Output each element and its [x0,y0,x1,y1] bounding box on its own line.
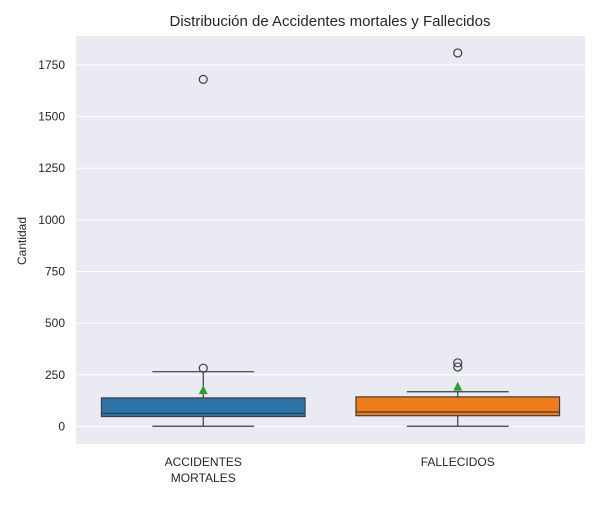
plot-area [76,36,585,444]
outlier-point [453,362,463,372]
y-tick-label: 500 [45,316,65,330]
y-tick-label: 0 [58,419,65,433]
box-body [100,397,306,418]
y-tick-label: 750 [45,265,65,279]
outlier-point [198,363,208,373]
y-tick-label: 1250 [38,161,65,175]
y-tick-label: 1750 [38,58,65,72]
outlier-point [453,48,463,58]
y-tick-label: 1000 [38,213,65,227]
chart-title: Distribución de Accidentes mortales y Fa… [170,13,491,30]
y-tick-label: 1500 [38,110,65,124]
outlier-point [453,358,463,368]
box-1 [100,74,306,427]
y-tick-labels: 0 250 500 750 1000 1250 1500 1750 [38,58,65,434]
x-tick-labels: ACCIDENTES MORTALES FALLECIDOS [165,455,495,485]
mean-marker [198,385,208,395]
y-axis-label: Cantidad [15,217,29,265]
mean-marker [453,381,463,391]
box-series [100,48,561,427]
box-2 [355,48,561,427]
outlier-point [198,74,208,84]
x-tick-label: FALLECIDOS [421,455,495,469]
x-tick-label-line2: MORTALES [171,471,236,485]
x-tick-label: ACCIDENTES [165,455,242,469]
grid-lines [76,64,585,427]
box-body [355,396,561,417]
y-tick-label: 250 [45,368,65,382]
